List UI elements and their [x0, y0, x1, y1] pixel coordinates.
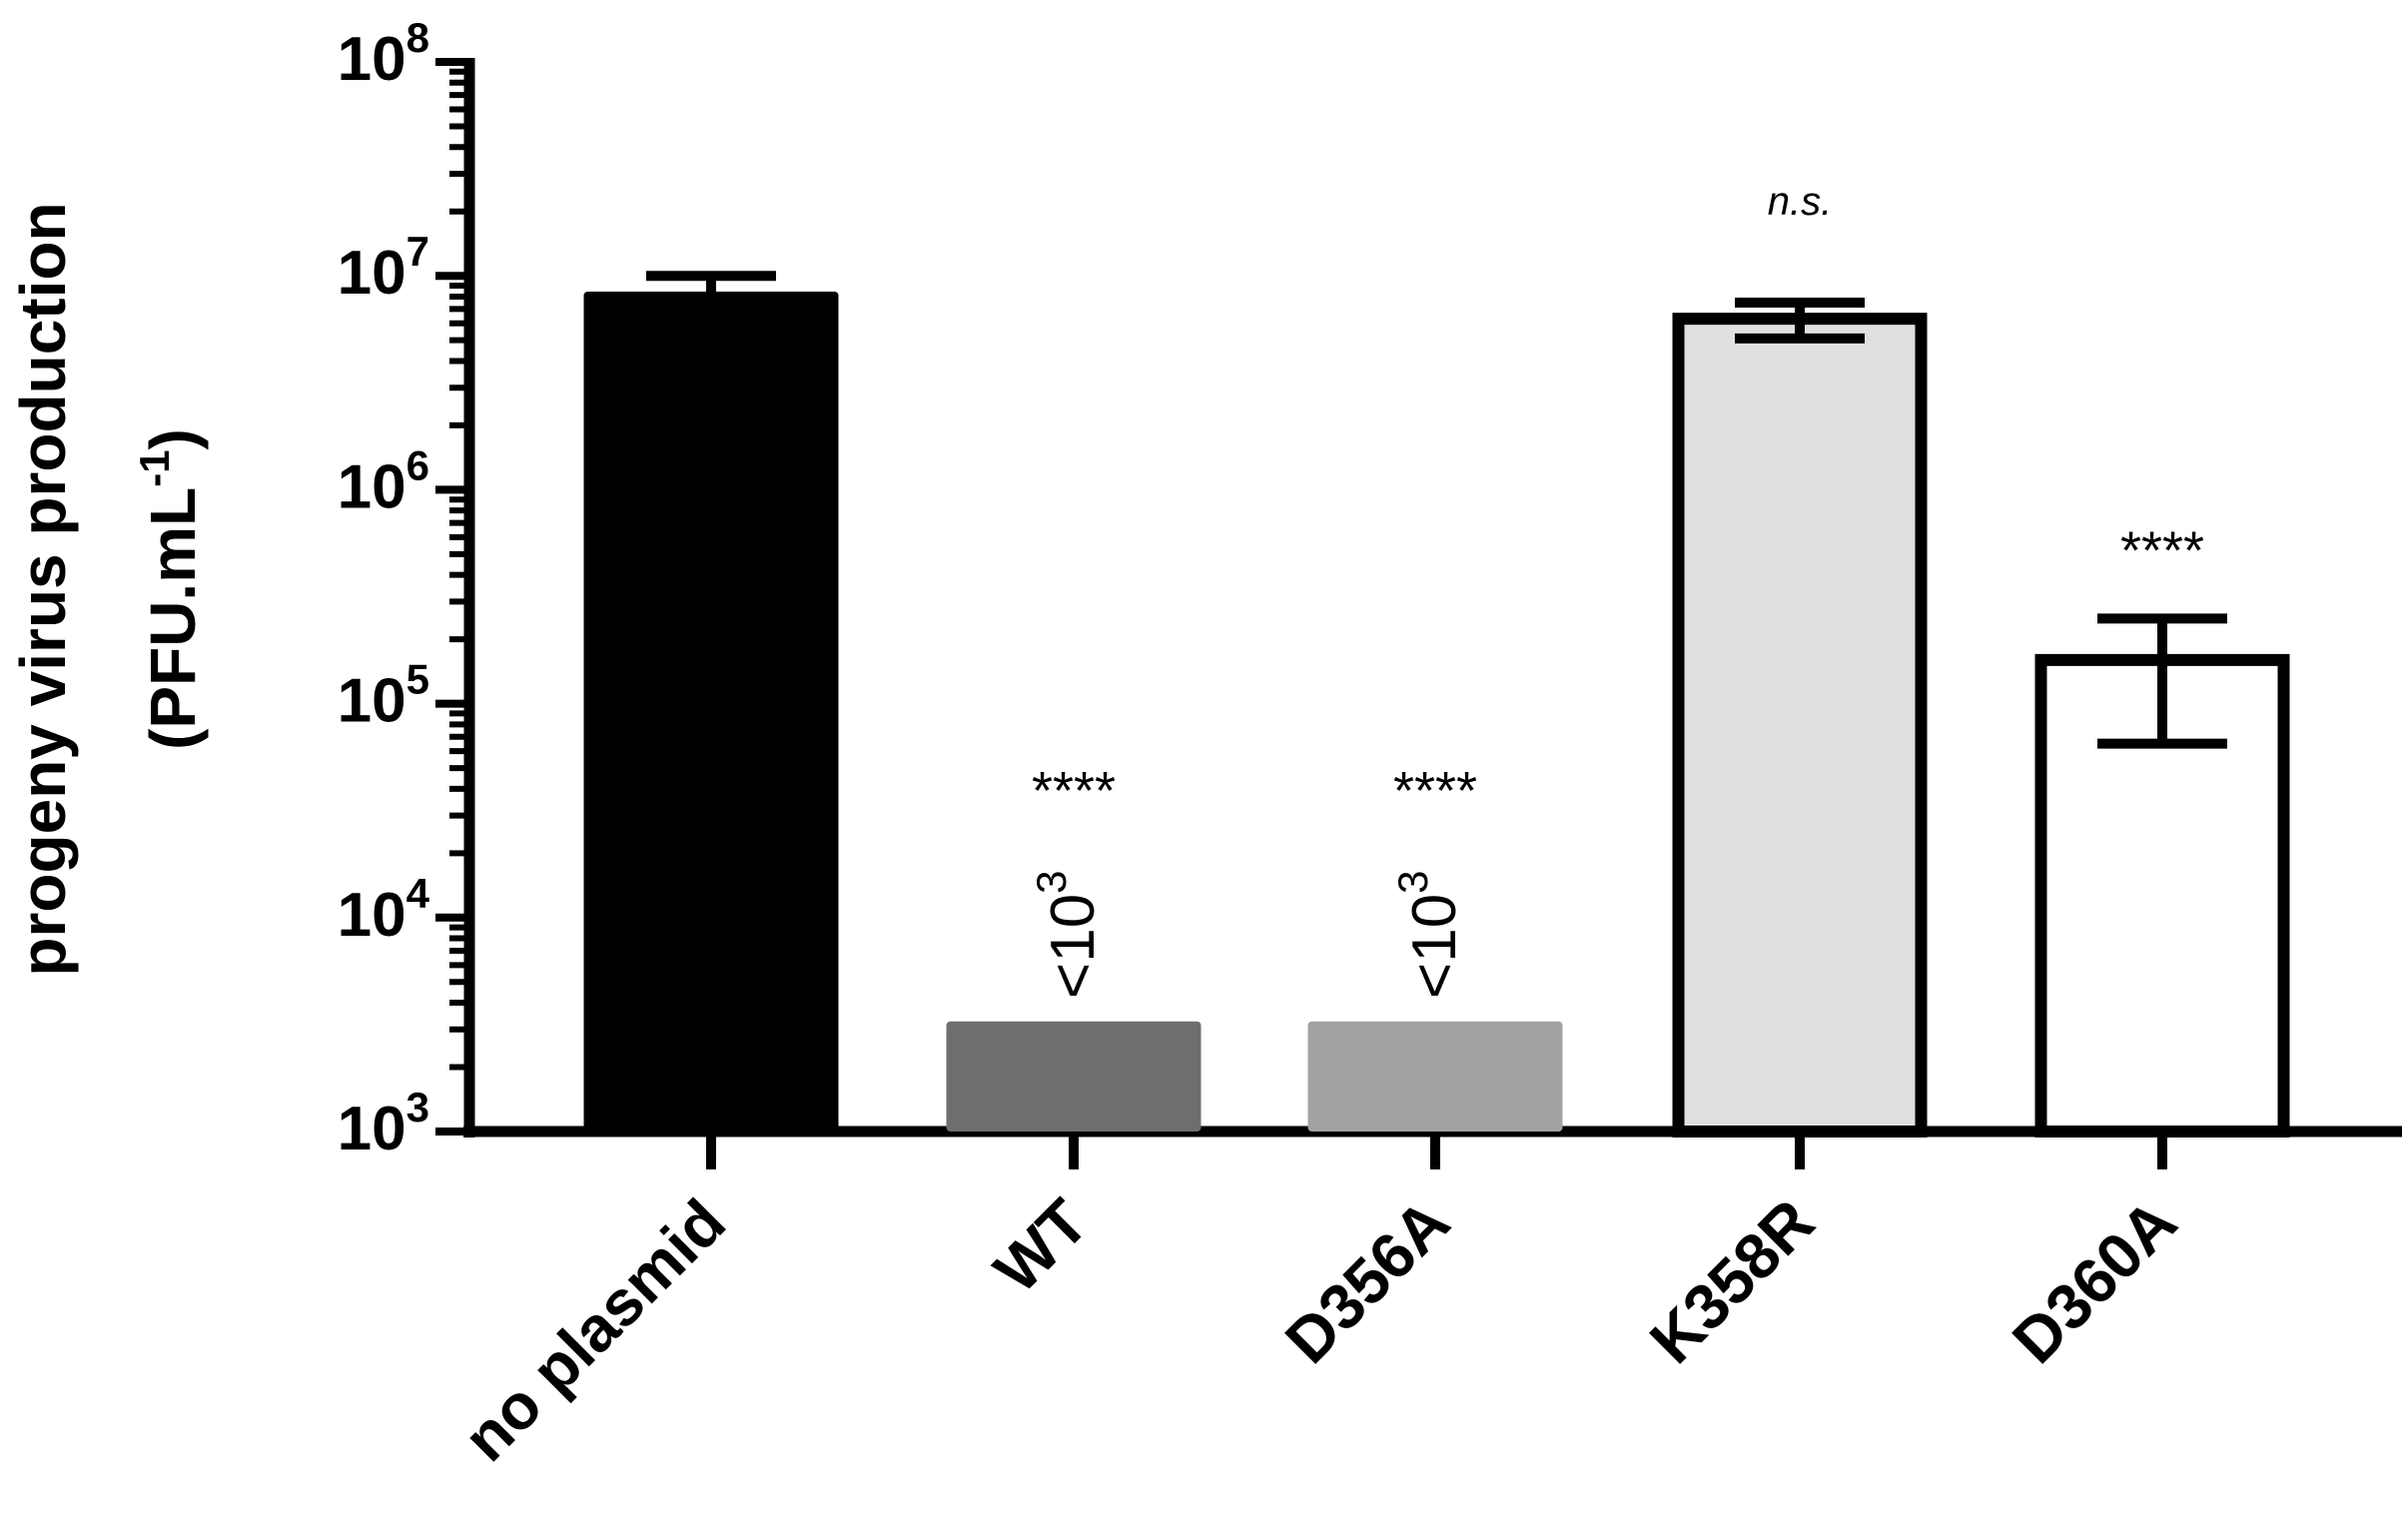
y-axis-label: progeny virus production (PFU.mL-1)	[7, 202, 209, 976]
significance-label: ****	[2120, 520, 2204, 580]
y-tick-label: 103	[338, 1084, 429, 1163]
bar-d356a	[1307, 1021, 1563, 1132]
below-detection-label: <103	[1028, 870, 1108, 999]
y-tick-label: 105	[338, 656, 429, 736]
y-axis-label-line1: progeny virus production	[7, 202, 79, 976]
plot-area: 103 104 105 106 107 108 no plasmid WT **** <103 D3…	[338, 14, 2402, 1475]
x-tick-label: K358R	[1636, 1185, 1828, 1377]
x-tick-label: D360A	[1999, 1185, 2190, 1377]
bar-k358r	[1672, 313, 1928, 1138]
bar-no-plasmid	[583, 291, 839, 1132]
below-detection-label: <103	[1389, 870, 1469, 999]
significance-label: ****	[1393, 761, 1477, 821]
y-axis-label-line2: (PFU.mL-1)	[131, 428, 209, 750]
bar-wt	[946, 1021, 1202, 1132]
x-tick-label: WT	[981, 1185, 1102, 1306]
x-tick-label: no plasmid	[449, 1185, 739, 1475]
significance-label: ****	[1032, 761, 1116, 821]
y-tick-label: 106	[338, 441, 429, 521]
x-tick-label: D356A	[1271, 1185, 1463, 1377]
significance-label: n.s.	[1768, 180, 1832, 224]
y-tick-label: 108	[338, 14, 429, 94]
y-tick-label: 107	[338, 228, 429, 308]
y-tick-label: 104	[338, 870, 430, 950]
